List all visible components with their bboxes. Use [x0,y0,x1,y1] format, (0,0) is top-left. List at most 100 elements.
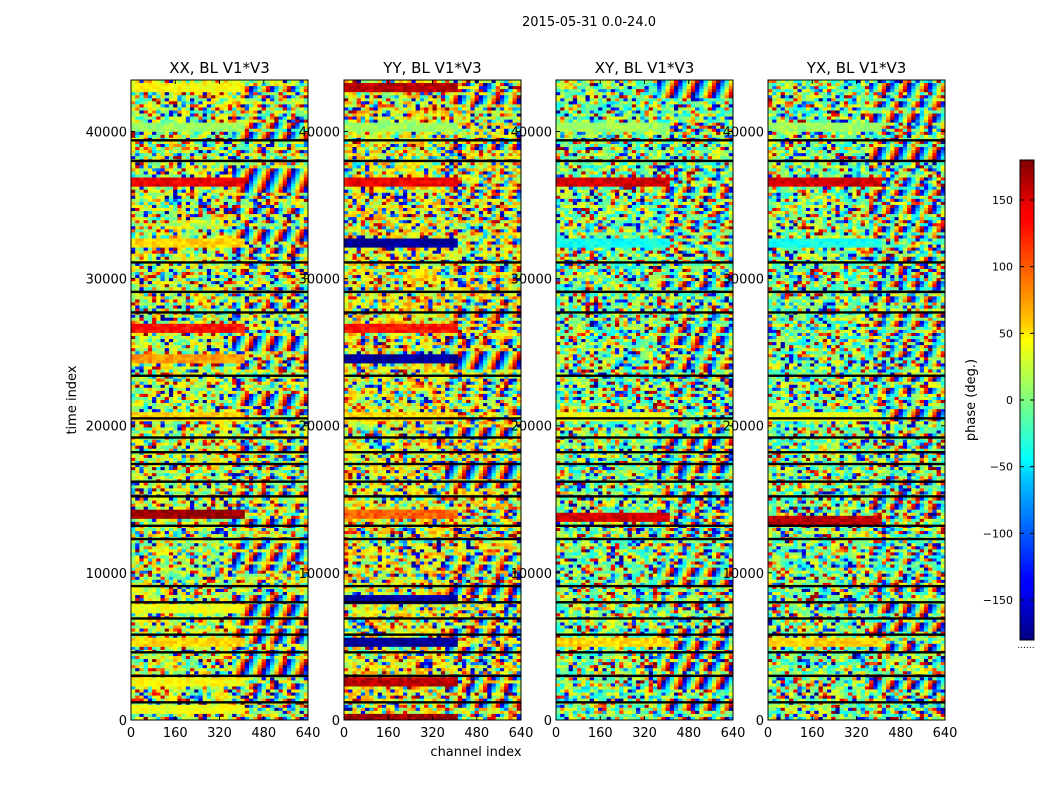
heatmap-cell [198,403,204,407]
heatmap-cell [143,427,149,431]
heatmap-cell [147,89,153,93]
heatmap-cell [147,98,153,102]
heatmap-cell [291,272,296,276]
heatmap-cell [147,134,153,139]
heatmap-cell [253,366,258,370]
heatmap-cell [282,116,288,121]
heatmap-cell [303,403,309,407]
heatmap-cell [194,363,199,367]
heatmap-cell [261,384,267,389]
heatmap-cell [257,372,263,377]
heatmap-cell [270,217,275,221]
heatmap-cell [181,433,187,437]
heatmap-cell [215,150,220,154]
heatmap-cell [164,107,170,111]
heatmap-cell [278,168,284,172]
heatmap-cell [282,223,288,227]
heatmap-cell [291,281,296,285]
heatmap-cell [299,211,305,215]
heatmap-cell [164,162,170,166]
heatmap-cell [236,256,241,261]
heatmap-cell [131,122,136,127]
heatmap-cell [232,329,237,334]
heatmap-cell [202,305,208,309]
heatmap-cell [160,198,166,203]
heatmap-cell [270,375,275,380]
heatmap-cell [270,342,275,346]
heatmap-cell [211,433,216,437]
heatmap-cell [160,119,166,124]
heatmap-cell [270,150,275,154]
heatmap-cell [270,284,275,288]
heatmap-cell [291,308,296,313]
heatmap-cell [299,393,305,398]
heatmap-cell [236,326,241,331]
heatmap-cell [223,211,229,215]
heatmap-cell [303,278,309,282]
heatmap-cell [291,369,296,373]
heatmap-cell [244,296,250,300]
heatmap-cell [168,387,174,392]
heatmap-cell [227,229,233,233]
heatmap-cell [261,183,267,188]
heatmap-cell [190,268,195,273]
heatmap-cell [185,278,191,282]
heatmap-cell [240,262,246,267]
heatmap-cell [139,110,145,114]
heatmap-cell [240,421,246,425]
heatmap-cell [257,396,263,401]
heatmap-cell [261,168,267,172]
heatmap-cell [147,208,153,212]
heatmap-cell [143,272,149,276]
heatmap-cell [160,387,166,392]
heatmap-cell [286,186,292,191]
heatmap-cell [135,262,140,267]
heatmap-cell [185,195,191,200]
heatmap-cell [135,293,140,297]
heatmap-cell [223,360,229,364]
heatmap-cell [185,262,191,267]
heatmap-cell [173,168,178,172]
heatmap-cell [135,369,140,373]
heatmap-cell [177,390,182,395]
heatmap-cell [303,314,309,319]
heatmap-cell [270,317,275,322]
heatmap-cell [295,284,300,288]
heatmap-cell [211,345,216,349]
heatmap-cell [291,375,296,380]
heatmap-cell [265,342,271,346]
heatmap-cell [299,204,305,209]
heatmap-cell [257,421,263,425]
heatmap-cell [181,375,187,380]
heatmap-cell [232,226,237,230]
heatmap-cell [168,323,174,328]
heatmap-cell [223,165,229,169]
heatmap-cell [198,177,204,181]
heatmap-cell [185,366,191,370]
heatmap-cell [219,369,225,373]
heatmap-cell [265,326,271,331]
heatmap-cell [227,220,233,224]
heatmap-cell [139,424,145,428]
heatmap-cell [143,390,149,395]
heatmap-cell [173,183,178,188]
heatmap-cell [257,354,263,358]
heatmap-cell [236,119,241,124]
heatmap-cell [223,409,229,413]
heatmap-cell [173,363,178,367]
heatmap-cell [270,265,275,270]
heatmap-cell [194,198,199,203]
heatmap-cell [227,250,233,255]
heatmap-cell [265,165,271,169]
heatmap-cell [131,150,136,154]
heatmap-cell [253,168,258,172]
heatmap-cell [278,153,284,157]
heatmap-cell [257,244,263,249]
heatmap-cell [286,345,292,349]
heatmap-cell [164,339,170,343]
heatmap-cell [194,253,199,258]
heatmap-cell [236,116,241,121]
heatmap-cell [240,360,246,364]
heatmap-cell [143,369,149,373]
heatmap-cell [139,211,145,215]
